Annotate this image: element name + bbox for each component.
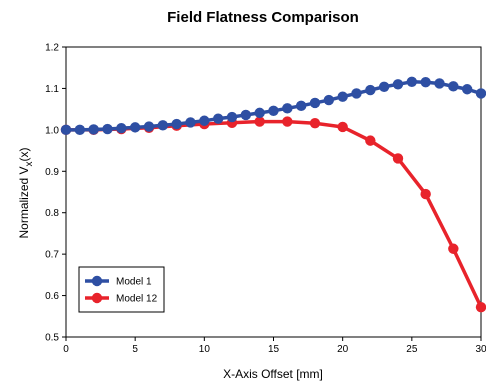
chart-title: Field Flatness Comparison (167, 9, 359, 26)
y-axis-label-sub: x (24, 161, 35, 166)
x-axis-label: X-Axis Offset [mm] (223, 367, 323, 381)
data-point-model-1 (448, 81, 459, 92)
data-point-model-1 (295, 100, 307, 112)
data-point-model-1 (323, 94, 335, 106)
data-point-model-12 (365, 135, 376, 146)
legend-label-model-12: Model 12 (116, 294, 158, 305)
data-point-model-1 (434, 78, 445, 89)
y-tick-label: 0.5 (45, 333, 59, 344)
data-point-model-1 (143, 121, 155, 132)
plot-area: 0 5 10 15 20 25 30 0.5 0.6 0.7 0.8 0.9 1.0 1.1 1.2 Mode… (45, 43, 486, 355)
x-tick-label: 30 (475, 344, 486, 355)
data-point-model-1 (420, 77, 431, 88)
data-point-model-12 (420, 188, 431, 200)
x-tick-label: 25 (406, 344, 418, 355)
y-tick-label: 0.9 (45, 167, 59, 178)
data-point-model-1 (74, 124, 86, 136)
y-axis-label-main: Normalized V (17, 166, 31, 238)
data-point-model-1 (254, 107, 265, 119)
x-tick-label: 15 (268, 344, 280, 355)
legend-marker-model-1 (91, 275, 103, 287)
data-point-model-1 (60, 124, 72, 136)
y-tick-label: 1.2 (45, 43, 59, 54)
y-tick-label: 1.1 (45, 84, 59, 95)
data-point-model-1 (282, 103, 293, 114)
x-tick-label: 5 (132, 344, 138, 355)
data-point-model-12 (309, 118, 321, 129)
y-axis-label: Normalized Vx(x) (17, 147, 35, 238)
data-point-model-1 (351, 88, 362, 99)
y-tick-label: 0.8 (45, 208, 59, 219)
data-point-model-1 (365, 84, 376, 96)
data-point-model-12 (448, 243, 459, 254)
legend-marker-model-12 (91, 292, 103, 304)
y-tick-label: 0.7 (45, 250, 59, 261)
legend-box (78, 266, 165, 313)
data-point-model-1 (212, 113, 224, 124)
x-tick-label: 10 (199, 344, 211, 355)
data-point-model-1 (129, 122, 141, 133)
data-point-model-1 (88, 124, 99, 135)
data-point-model-12 (337, 121, 348, 133)
y-tick-label: 0.6 (45, 291, 59, 302)
data-point-model-1 (378, 81, 390, 92)
data-point-model-1 (171, 118, 182, 130)
y-axis-label-tail: (x) (17, 147, 31, 161)
data-point-model-12 (475, 301, 486, 313)
data-point-model-1 (461, 84, 473, 95)
data-point-model-1 (309, 97, 321, 109)
data-point-model-1 (157, 120, 169, 131)
data-point-model-1 (475, 88, 486, 99)
y-tick-label: 1.0 (45, 125, 59, 136)
data-point-model-12 (254, 116, 265, 127)
data-point-model-1 (240, 109, 252, 121)
data-point-model-1 (102, 123, 113, 135)
data-point-model-1 (199, 115, 210, 126)
x-tick-label: 0 (63, 344, 69, 355)
data-point-model-1 (406, 76, 418, 88)
data-point-model-1 (392, 79, 404, 90)
data-point-model-12 (282, 116, 293, 127)
data-point-model-1 (268, 105, 279, 117)
data-point-model-1 (337, 91, 348, 102)
data-point-model-1 (116, 123, 127, 134)
x-tick-label: 20 (337, 344, 349, 355)
data-point-model-1 (185, 117, 196, 128)
legend-label-model-1: Model 1 (116, 277, 152, 288)
data-point-model-12 (392, 153, 404, 164)
data-point-model-1 (226, 111, 238, 123)
